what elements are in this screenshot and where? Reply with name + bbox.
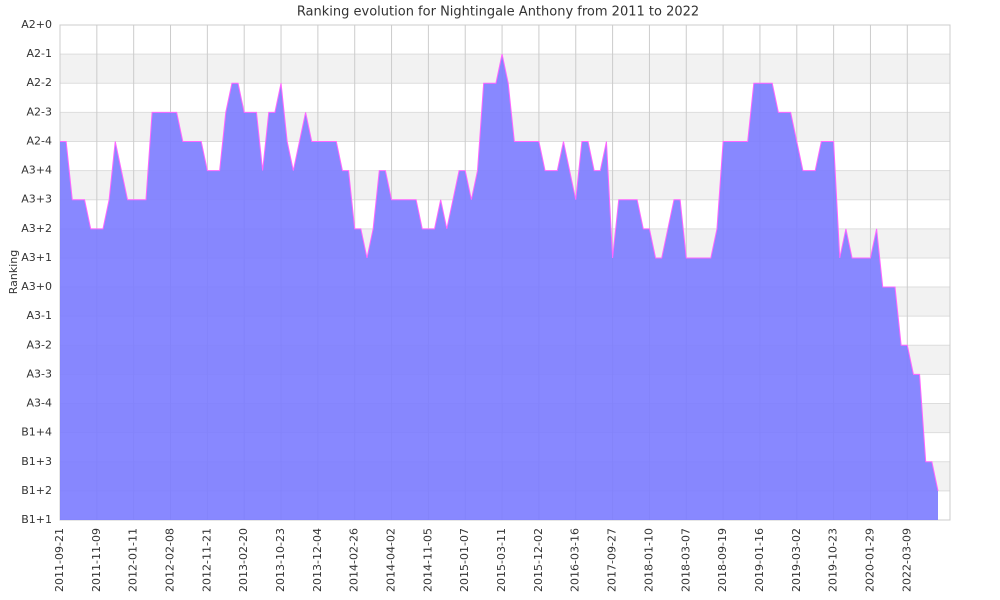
x-tick-label: 2011-11-09 xyxy=(90,528,103,592)
x-tick-label: 2011-09-21 xyxy=(53,528,66,592)
x-tick-label: 2012-11-21 xyxy=(200,528,213,592)
x-tick-label: 2013-02-20 xyxy=(237,528,250,592)
y-tick-label: A3+2 xyxy=(21,222,52,235)
y-tick-label: A3-2 xyxy=(27,338,53,351)
x-tick-label: 2020-01-29 xyxy=(863,528,876,592)
x-tick-label: 2018-01-10 xyxy=(642,528,655,592)
x-tick-label: 2014-11-05 xyxy=(421,528,434,592)
x-tick-label: 2014-02-26 xyxy=(348,528,361,592)
x-tick-label: 2016-03-16 xyxy=(569,528,582,592)
x-tick-label: 2019-01-16 xyxy=(753,528,766,592)
y-tick-label: A3-3 xyxy=(27,367,53,380)
y-tick-label: A3+4 xyxy=(21,164,52,177)
chart-title: Ranking evolution for Nightingale Anthon… xyxy=(297,5,699,20)
y-tick-label: A3+1 xyxy=(21,251,52,264)
y-tick-label: B1+1 xyxy=(21,513,52,526)
y-tick-label: B1+3 xyxy=(21,455,52,468)
x-tick-label: 2013-12-04 xyxy=(311,528,324,592)
x-tick-label: 2015-03-11 xyxy=(495,528,508,592)
y-axis-label: Ranking xyxy=(7,250,20,295)
y-tick-label: A2+0 xyxy=(21,18,52,31)
y-tick-label: B1+2 xyxy=(21,484,52,497)
x-tick-label: 2012-01-11 xyxy=(127,528,140,592)
y-tick-label: A3-4 xyxy=(27,397,53,410)
x-tick-label: 2018-03-07 xyxy=(679,528,692,592)
y-tick-label: A2-1 xyxy=(27,47,53,60)
y-tick-label: A3+0 xyxy=(21,280,52,293)
x-tick-label: 2012-02-08 xyxy=(164,528,177,592)
x-tick-label: 2015-01-07 xyxy=(458,528,471,592)
y-tick-label: A2-3 xyxy=(27,105,53,118)
y-tick-label: B1+4 xyxy=(21,426,52,439)
x-tick-label: 2017-09-27 xyxy=(606,528,619,592)
y-tick-label: A2-4 xyxy=(27,134,53,147)
x-tick-label: 2014-04-02 xyxy=(385,528,398,592)
x-tick-label: 2015-12-02 xyxy=(532,528,545,592)
x-tick-label: 2018-09-19 xyxy=(716,528,729,592)
y-tick-label: A2-2 xyxy=(27,76,53,89)
x-tick-label: 2022-03-09 xyxy=(900,528,913,592)
line xyxy=(60,54,939,491)
area xyxy=(60,54,938,520)
y-tick-label: A3+3 xyxy=(21,193,52,206)
y-tick-label: A3-1 xyxy=(27,309,53,322)
x-tick-label: 2019-10-23 xyxy=(827,528,840,592)
x-tick-label: 2019-03-02 xyxy=(790,528,803,592)
x-tick-label: 2013-10-23 xyxy=(274,528,287,592)
